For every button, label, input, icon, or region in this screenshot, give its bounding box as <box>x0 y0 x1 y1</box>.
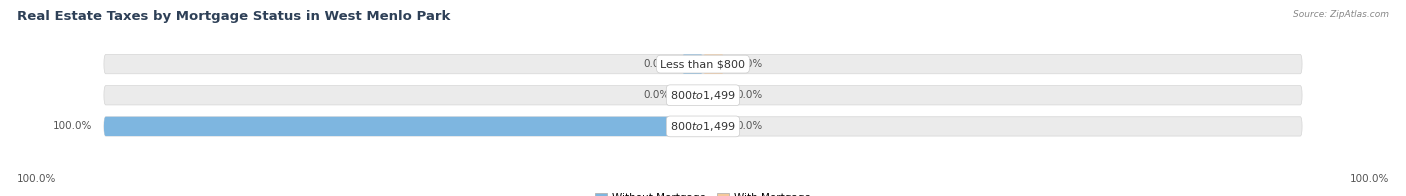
Text: $800 to $1,499: $800 to $1,499 <box>671 120 735 133</box>
FancyBboxPatch shape <box>703 117 724 136</box>
Text: 0.0%: 0.0% <box>735 121 762 131</box>
Text: Less than $800: Less than $800 <box>661 59 745 69</box>
Text: 0.0%: 0.0% <box>735 59 762 69</box>
FancyBboxPatch shape <box>104 117 703 136</box>
Legend: Without Mortgage, With Mortgage: Without Mortgage, With Mortgage <box>591 188 815 196</box>
Text: $800 to $1,499: $800 to $1,499 <box>671 89 735 102</box>
Text: 0.0%: 0.0% <box>644 90 671 100</box>
Text: Real Estate Taxes by Mortgage Status in West Menlo Park: Real Estate Taxes by Mortgage Status in … <box>17 10 450 23</box>
Text: 0.0%: 0.0% <box>644 59 671 69</box>
FancyBboxPatch shape <box>682 86 703 105</box>
FancyBboxPatch shape <box>104 54 1302 74</box>
FancyBboxPatch shape <box>703 54 724 74</box>
Text: Source: ZipAtlas.com: Source: ZipAtlas.com <box>1294 10 1389 19</box>
Text: 100.0%: 100.0% <box>1350 174 1389 184</box>
Text: 100.0%: 100.0% <box>17 174 56 184</box>
FancyBboxPatch shape <box>682 54 703 74</box>
Text: 100.0%: 100.0% <box>52 121 91 131</box>
FancyBboxPatch shape <box>104 117 1302 136</box>
FancyBboxPatch shape <box>104 86 1302 105</box>
Text: 0.0%: 0.0% <box>735 90 762 100</box>
FancyBboxPatch shape <box>703 86 724 105</box>
